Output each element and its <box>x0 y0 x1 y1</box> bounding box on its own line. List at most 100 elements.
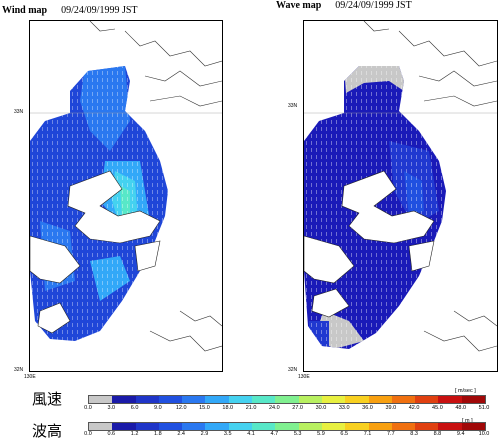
wave-color-swatch <box>321 423 346 430</box>
wind-color-swatch <box>182 396 206 403</box>
wind-tick-label: 15.0 <box>199 405 210 411</box>
wave-tick-label: 10.0 <box>478 431 490 437</box>
wind-tick-label: 12.0 <box>175 405 187 411</box>
wind-map-panel <box>29 20 223 372</box>
wave-tick-label: 2.4 <box>177 431 185 437</box>
wind-boundary-lines <box>89 21 222 352</box>
wind-color-swatch <box>368 396 392 403</box>
wave-tick-label: 5.9 <box>317 431 325 437</box>
wave-color-swatch <box>345 423 369 430</box>
wave-height-label: 波高 <box>32 422 63 440</box>
wind-color-swatch <box>135 396 159 403</box>
wind-land-center <box>67 170 161 244</box>
wind-tick-label: 9.0 <box>154 405 162 411</box>
wind-color-swatch <box>158 396 183 403</box>
wave-color-swatch <box>228 423 253 430</box>
wave-tick-label: 7.1 <box>363 431 372 437</box>
wind-color-swatch <box>321 396 346 403</box>
wave-land-center <box>341 170 435 244</box>
wave-map-canvas <box>304 21 497 352</box>
wave-boundary-lines <box>363 21 497 352</box>
wind-tick-label: 30.0 <box>315 405 327 411</box>
wind-color-swatch <box>89 396 113 403</box>
wave-color-scale <box>88 422 486 431</box>
wind-color-swatch <box>252 396 276 403</box>
wind-tick-label: 42.0 <box>408 405 420 411</box>
wind-tick-label: 33.0 <box>338 405 350 411</box>
wind-tick-label: 36.0 <box>362 405 373 411</box>
wave-color-swatch <box>252 423 276 430</box>
wave-color-swatch <box>415 423 439 430</box>
wind-tick-label: 6.0 <box>130 405 139 411</box>
wind-tick-label: 45.0 <box>432 405 443 411</box>
wave-color-swatch <box>391 423 416 430</box>
wave-tick-label: 5.3 <box>293 431 302 437</box>
wave-lon-left: 130E <box>298 374 310 380</box>
wind-tick-label: 48.0 <box>455 405 467 411</box>
wind-land-east <box>134 240 161 272</box>
wind-color-swatch <box>415 396 439 403</box>
wave-color-swatch <box>89 423 113 430</box>
wave-map-title: Wave map 09/24/09/1999 JST <box>276 0 412 11</box>
wind-map-title-text: Wind map <box>2 5 48 16</box>
wind-color-swatch <box>112 396 136 403</box>
wave-tick-label: 6.5 <box>340 431 349 437</box>
wave-color-swatch <box>298 423 322 430</box>
wind-speed-label: 風速 <box>32 390 63 408</box>
wind-lat-bottom: 32N <box>14 367 24 373</box>
wind-color-swatch <box>461 396 486 403</box>
wave-color-swatch <box>182 423 206 430</box>
wave-tick-label: 2.9 <box>200 431 209 437</box>
wind-color-swatch <box>391 396 416 403</box>
wave-land-south <box>311 288 350 318</box>
wind-tick-label: 3.0 <box>107 405 116 411</box>
wave-map-panel <box>303 20 498 372</box>
wind-lat-top: 33N <box>14 109 24 115</box>
wave-tick-label: 1.2 <box>130 431 139 437</box>
wave-tick-label: 0.0 <box>84 431 92 437</box>
wave-color-swatch <box>205 423 229 430</box>
wind-map-canvas <box>30 21 222 352</box>
wind-land-south <box>37 302 71 334</box>
wind-unit: [ m/sec ] <box>455 388 476 394</box>
wave-color-swatch <box>275 423 299 430</box>
wind-tick-label: 27.0 <box>292 405 303 411</box>
wave-tick-label: 8.8 <box>433 431 442 437</box>
wave-color-swatch <box>461 423 486 430</box>
wave-tick-label: 1.8 <box>154 431 162 437</box>
wind-color-swatch <box>345 396 369 403</box>
wind-map-date: 09/24/09/1999 JST <box>61 5 138 16</box>
wave-map-date: 09/24/09/1999 JST <box>335 0 412 11</box>
wave-tick-label: 7.7 <box>386 431 395 437</box>
wave-tick-label: 4.7 <box>270 431 279 437</box>
wind-tick-label: 18.0 <box>222 405 234 411</box>
wind-color-swatch <box>298 396 322 403</box>
wind-color-swatch <box>205 396 229 403</box>
wave-tick-label: 9.4 <box>456 431 465 437</box>
wind-tick-label: 21.0 <box>245 405 257 411</box>
wave-lat-top: 33N <box>288 103 298 109</box>
wind-color-swatch <box>275 396 299 403</box>
wave-unit: [ m ] <box>462 418 473 424</box>
wave-color-swatch <box>438 423 462 430</box>
wave-color-swatch <box>112 423 136 430</box>
wave-tick-label: 4.1 <box>247 431 255 437</box>
wave-map-title-text: Wave map <box>276 0 322 11</box>
wind-color-scale <box>88 395 486 404</box>
wave-land-west <box>304 235 355 284</box>
wave-tick-label: 8.3 <box>410 431 418 437</box>
wind-lon-left: 130E <box>24 374 36 380</box>
wave-tick-label: 0.6 <box>107 431 116 437</box>
wave-land-east <box>408 240 435 272</box>
wind-tick-label: 39.0 <box>385 405 397 411</box>
wind-tick-label: 24.0 <box>268 405 280 411</box>
wave-color-swatch <box>158 423 183 430</box>
wind-tick-label: 51.0 <box>478 405 490 411</box>
wave-color-swatch <box>135 423 159 430</box>
wind-tick-label: 0.0 <box>84 405 92 411</box>
wave-tick-label: 3.5 <box>223 431 232 437</box>
wind-color-swatch <box>438 396 462 403</box>
wind-map-title: Wind map 09/24/09/1999 JST <box>2 5 138 16</box>
wave-lat-bottom: 32N <box>288 367 298 373</box>
wind-color-swatch <box>228 396 253 403</box>
